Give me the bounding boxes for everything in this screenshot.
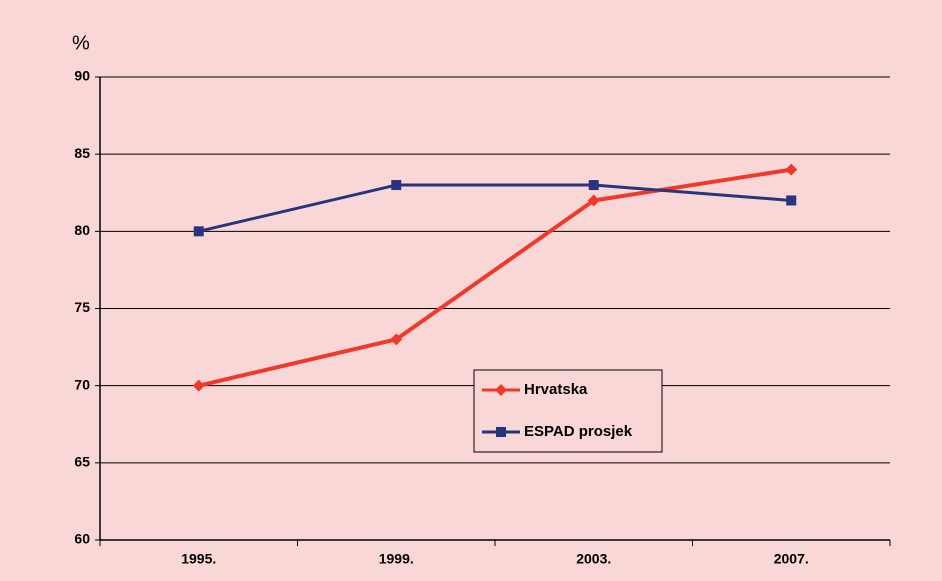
y-tick-label: 75 — [74, 299, 90, 315]
marker — [785, 163, 798, 176]
legend-label: Hrvatska — [524, 381, 588, 398]
x-tick-label: 1995. — [181, 551, 216, 567]
marker — [192, 379, 205, 392]
x-tick-label: 1999. — [379, 551, 414, 567]
y-tick-label: 80 — [74, 222, 90, 238]
y-tick-label: 90 — [74, 68, 90, 84]
legend-label: ESPAD prosjek — [524, 423, 633, 440]
y-tick-label: 65 — [74, 454, 90, 470]
y-axis-label: % — [72, 32, 90, 54]
legend-box — [473, 369, 663, 453]
line — [198, 183, 792, 233]
line — [198, 167, 792, 388]
x-tick-label: 2007. — [774, 551, 809, 567]
marker — [588, 180, 599, 191]
marker — [786, 195, 797, 206]
marker — [587, 194, 600, 207]
legend: Hrvatska ESPAD prosjek — [473, 369, 663, 453]
marker — [193, 226, 204, 237]
y-tick-label: 70 — [74, 376, 90, 392]
marker — [390, 333, 403, 346]
marker — [495, 384, 507, 396]
y-tick-label: 60 — [74, 531, 90, 547]
y-tick-label: 85 — [74, 145, 90, 161]
marker — [391, 180, 402, 191]
marker — [496, 427, 506, 437]
x-tick-label: 2003. — [576, 551, 611, 567]
